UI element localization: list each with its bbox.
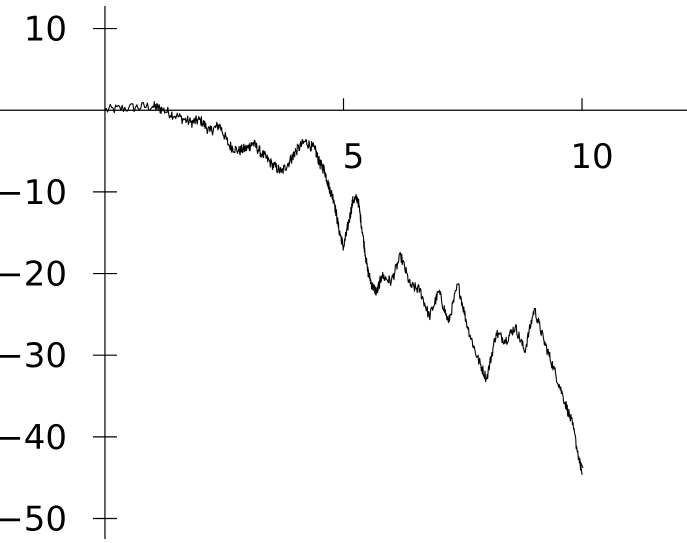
axes (0, 6, 687, 539)
x-tick-label: 5 (343, 137, 365, 177)
x-ticks: 5 10 (343, 98, 614, 177)
y-tick-label: −20 (0, 255, 67, 295)
y-tick-label: −30 (0, 336, 67, 376)
y-tick-label: −10 (0, 173, 67, 213)
series-line (104, 101, 584, 475)
y-tick-label: −40 (0, 418, 67, 458)
x-tick-label: 10 (570, 137, 613, 177)
y-ticks: 10 −10 −20 −30 −40 −50 (0, 10, 117, 540)
y-tick-label: 10 (24, 10, 67, 50)
y-tick-label: −50 (0, 500, 67, 540)
